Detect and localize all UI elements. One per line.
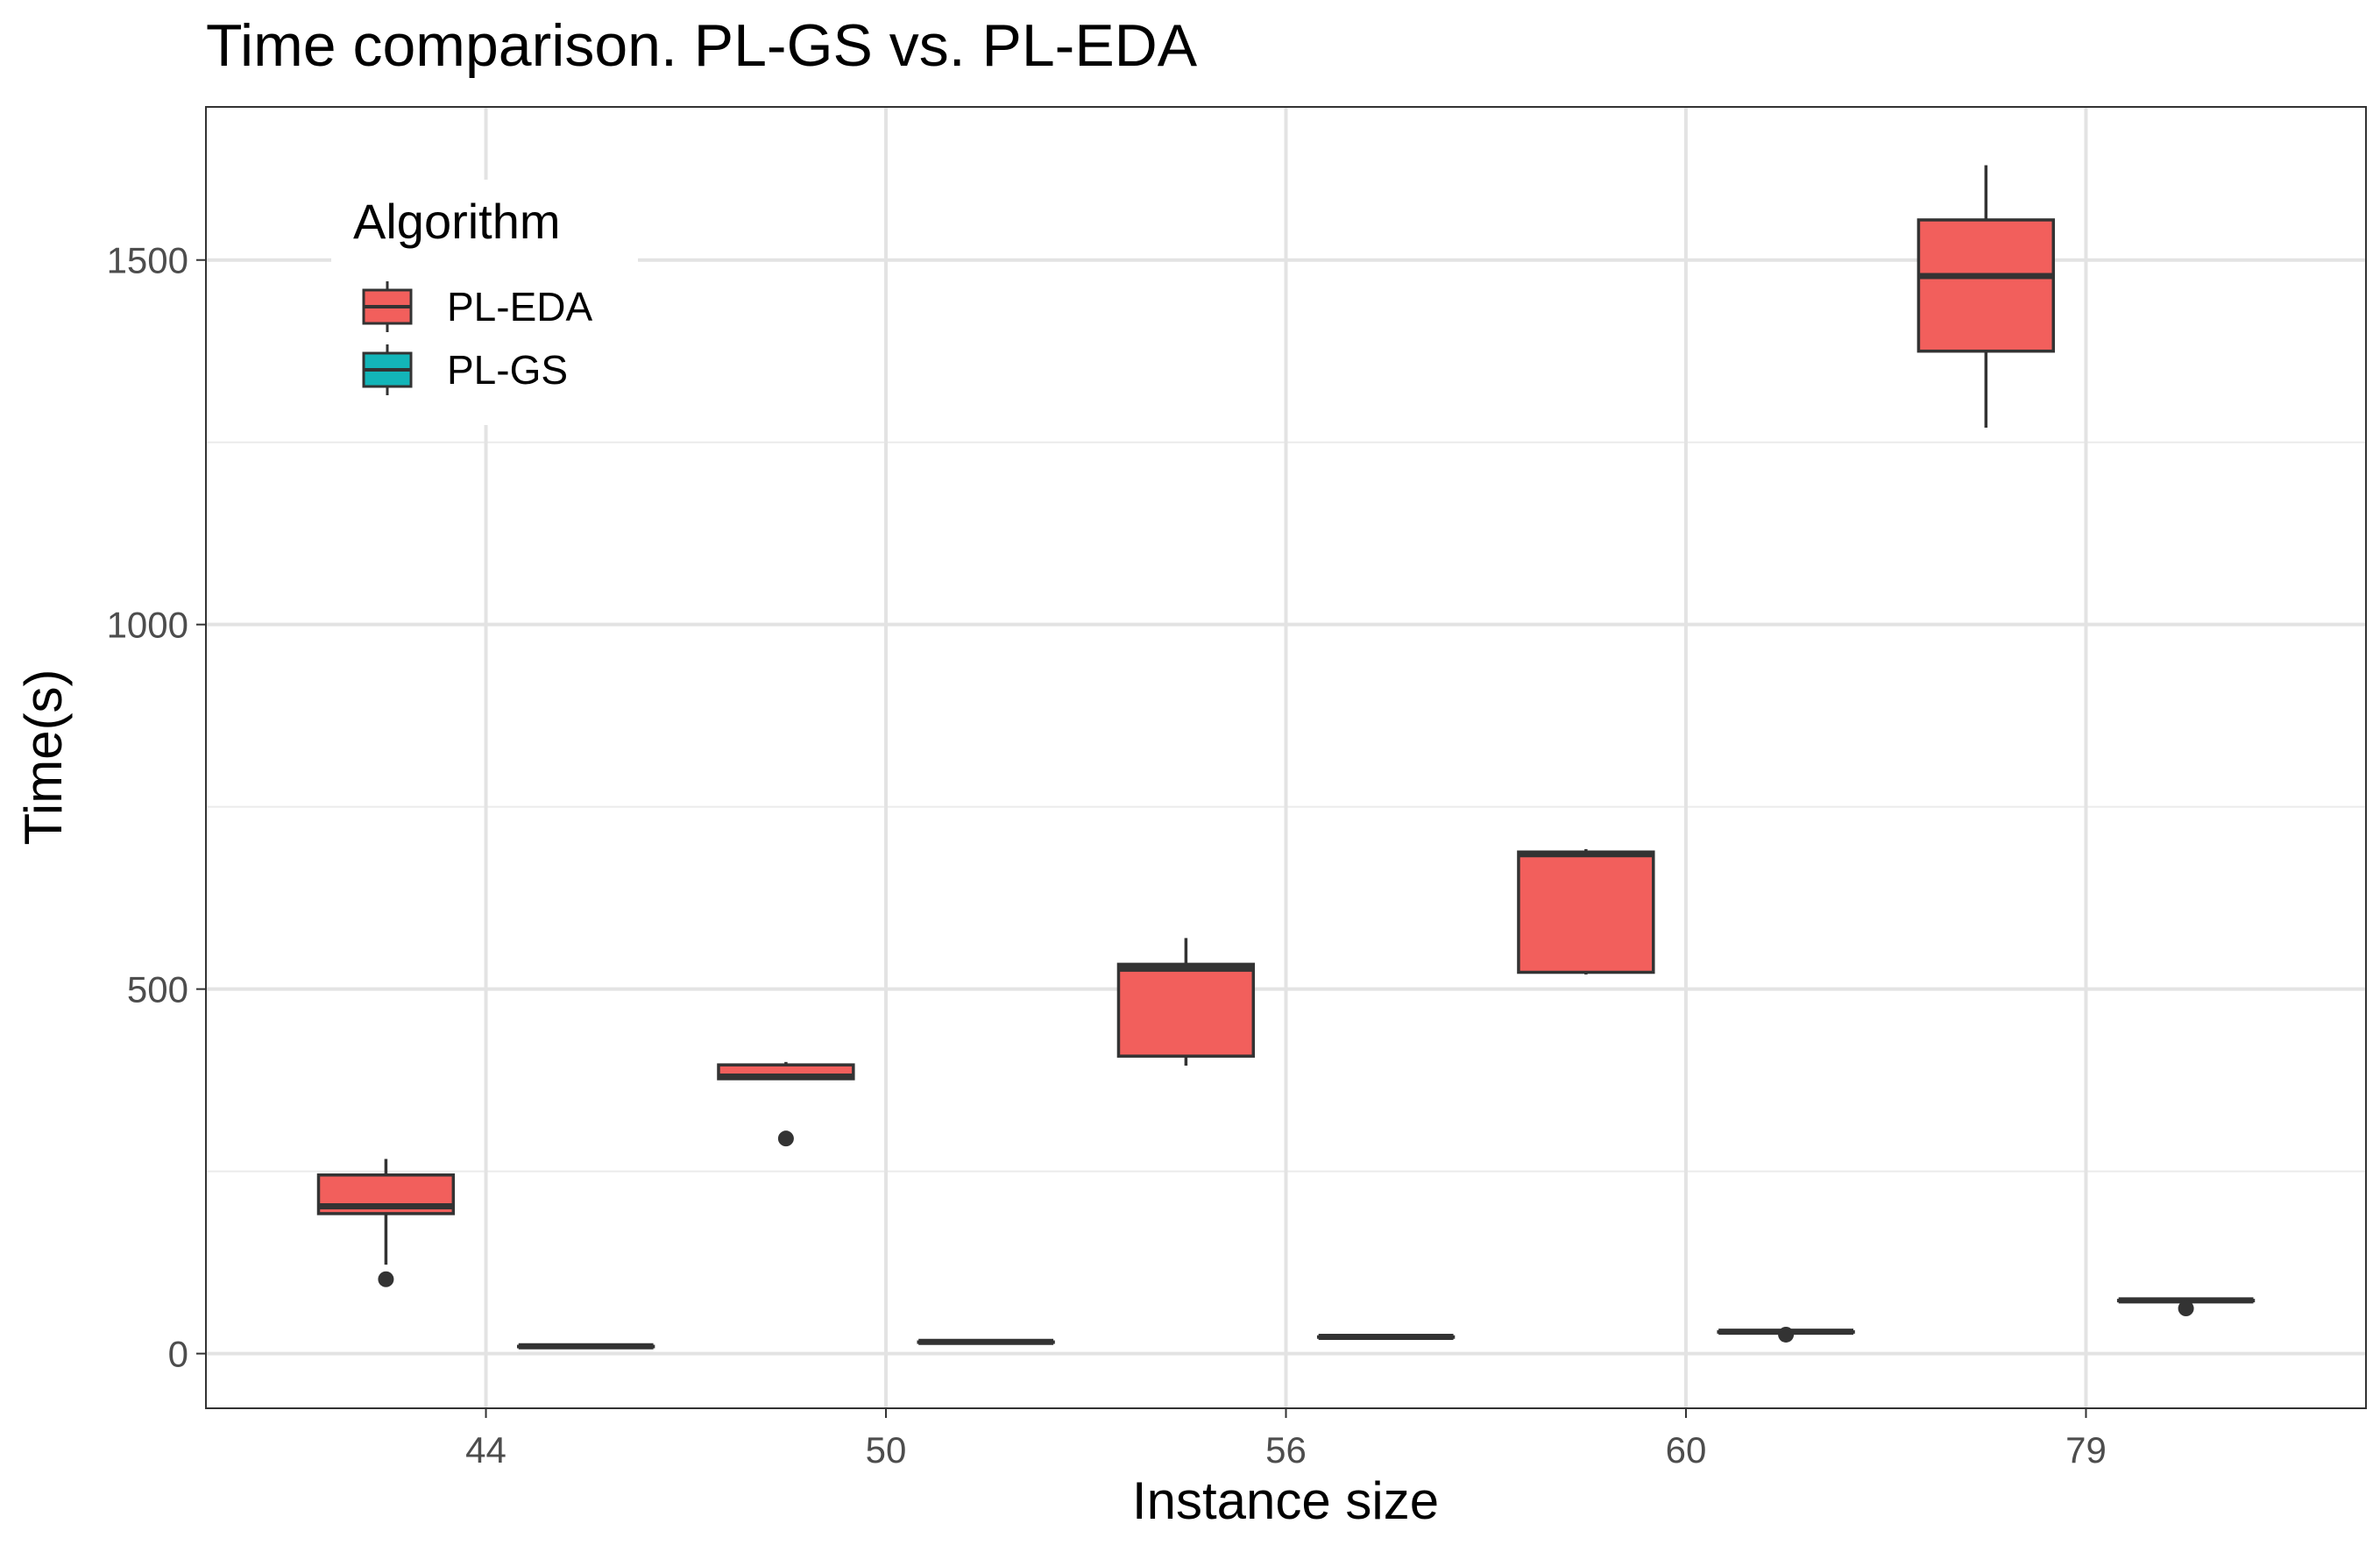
x-axis: 44 50 56 60 79 — [465, 1408, 2107, 1471]
box-pl-gs-79 — [2116, 1297, 2256, 1317]
x-tick-label: 50 — [866, 1429, 907, 1471]
box-body — [1116, 962, 1256, 1058]
legend-entry-label: PL-GS — [447, 347, 568, 393]
y-axis: 0 500 1000 1500 — [107, 240, 206, 1375]
box-pl-gs-44 — [516, 1343, 655, 1350]
box-pl-gs-50 — [917, 1338, 1055, 1345]
box-body — [1517, 850, 1655, 974]
box-body — [1916, 218, 2056, 353]
box-outlier-point — [1778, 1326, 1795, 1343]
y-tick-label: 1000 — [107, 605, 188, 646]
legend: Algorithm PL-EDA PL-GS — [331, 180, 638, 425]
box-outlier-point — [2178, 1300, 2194, 1317]
legend-entry-pl-gs: PL-GS — [362, 344, 568, 395]
x-axis-title: Instance size — [1132, 1471, 1439, 1530]
chart-title: Time comparison. PL-GS vs. PL-EDA — [206, 12, 1198, 79]
legend-entry-label: PL-EDA — [447, 284, 592, 330]
box-pl-eda-50 — [717, 1061, 855, 1147]
y-tick-label: 1500 — [107, 240, 188, 281]
box-series — [316, 165, 2256, 1350]
x-tick-label: 56 — [1265, 1429, 1307, 1471]
y-tick-label: 500 — [127, 969, 188, 1010]
y-axis-title: Time(s) — [14, 669, 73, 845]
box-outlier-point — [378, 1271, 394, 1287]
legend-title: Algorithm — [353, 194, 561, 249]
box-pl-eda-56 — [1116, 938, 1256, 1066]
legend-entry-pl-eda: PL-EDA — [362, 281, 592, 332]
box-pl-gs-60 — [1717, 1326, 1855, 1343]
legend-entries: PL-EDA PL-GS — [362, 281, 592, 395]
x-tick-label: 60 — [1666, 1429, 1707, 1471]
box-outlier-point — [777, 1130, 794, 1147]
x-tick-label: 44 — [465, 1429, 506, 1471]
y-tick-label: 0 — [168, 1334, 188, 1375]
box-pl-eda-60 — [1517, 848, 1655, 974]
box-pl-gs-56 — [1316, 1333, 1456, 1340]
box-pl-eda-44 — [316, 1159, 456, 1287]
box-pl-eda-79 — [1916, 165, 2056, 429]
x-tick-label: 79 — [2065, 1429, 2107, 1471]
